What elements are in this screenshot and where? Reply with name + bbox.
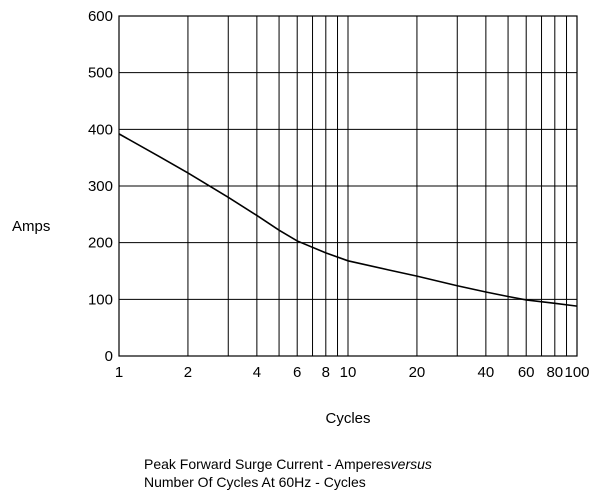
caption-italic-text: versus <box>390 456 432 472</box>
grid-lines <box>118 15 578 357</box>
y-tick-label: 400 <box>88 121 113 138</box>
surge-curve-line <box>118 133 578 307</box>
y-tick-label: 600 <box>88 8 113 25</box>
x-tick-label: 8 <box>322 364 330 381</box>
x-tick-label: 40 <box>478 364 495 381</box>
x-tick-labels: 1 2 4 6 8 10 20 40 60 80 100 <box>115 364 590 381</box>
plot-frame <box>118 15 578 357</box>
caption-line-2: Number Of Cycles At 60Hz - Cycles <box>144 474 366 490</box>
x-tick-label: 2 <box>184 364 192 381</box>
x-tick-label: 60 <box>518 364 535 381</box>
x-tick-label: 100 <box>564 364 589 381</box>
x-tick-label: 6 <box>293 364 301 381</box>
y-tick-labels: 0 100 200 300 400 500 600 <box>88 8 113 365</box>
y-tick-label: 300 <box>88 178 113 195</box>
y-tick-label: 200 <box>88 235 113 252</box>
caption-main-text: Peak Forward Surge Current - Amperes <box>144 456 391 472</box>
x-tick-label: 1 <box>115 364 123 381</box>
y-tick-label: 100 <box>88 291 113 308</box>
x-tick-label: 20 <box>409 364 426 381</box>
caption-line-1: Peak Forward Surge Current - Amperesvers… <box>144 455 432 473</box>
x-tick-label: 4 <box>253 364 261 381</box>
y-tick-label: 500 <box>88 65 113 82</box>
y-axis-label: Amps <box>12 218 50 235</box>
x-tick-label: 80 <box>546 364 563 381</box>
x-axis-label: Cycles <box>325 410 370 427</box>
y-tick-label: 0 <box>105 348 113 365</box>
x-tick-label: 10 <box>340 364 357 381</box>
chart-caption: Peak Forward Surge Current - Amperesvers… <box>144 455 432 491</box>
